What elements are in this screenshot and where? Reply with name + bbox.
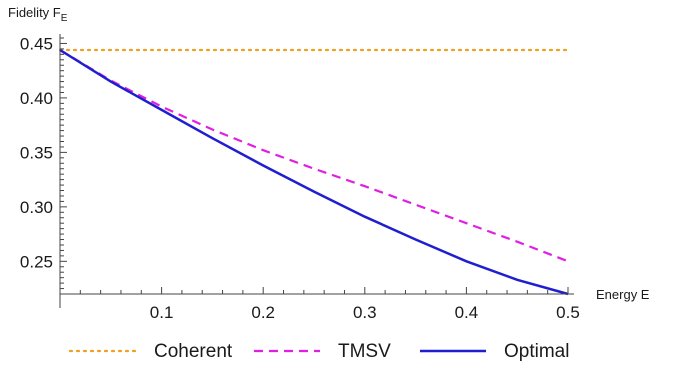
y-axis-label: Fidelity FE xyxy=(8,5,68,24)
axis-labels: Fidelity FE Energy E xyxy=(8,5,650,302)
legend: Coherent TMSV Optimal xyxy=(68,341,569,362)
legend-label-coherent: Coherent xyxy=(154,341,233,362)
y-tick-label: 0.30 xyxy=(20,198,53,217)
x-tick-label: 0.1 xyxy=(150,303,174,322)
x-tick-label: 0.3 xyxy=(353,303,377,322)
y-tick-label: 0.35 xyxy=(20,143,53,162)
y-tick-label: 0.25 xyxy=(20,252,53,271)
axes: 0.1 0.2 0.3 0.4 0.5 0.25 0.30 0.35 0.40 0.45 xyxy=(20,34,580,322)
legend-label-tmsv: TMSV xyxy=(338,341,391,362)
x-tick-label: 0.5 xyxy=(556,303,580,322)
y-tick-label: 0.40 xyxy=(20,89,53,108)
x-axis-label: Energy E xyxy=(596,287,650,302)
plot-area xyxy=(58,48,570,296)
x-tick-label: 0.4 xyxy=(455,303,479,322)
y-tick-label: 0.45 xyxy=(20,34,53,53)
series-line-tmsv xyxy=(59,49,569,263)
x-tick-label: 0.2 xyxy=(251,303,275,322)
legend-label-optimal: Optimal xyxy=(504,341,569,362)
series-line-optimal xyxy=(59,48,569,296)
